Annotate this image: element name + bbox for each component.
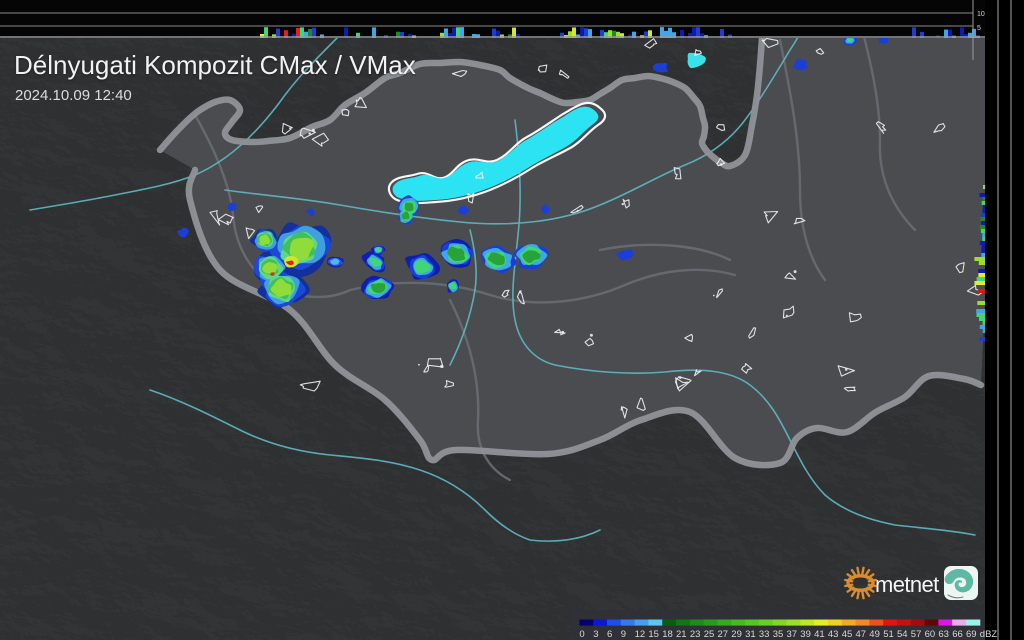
svg-text:66: 66 (952, 629, 963, 640)
svg-text:60: 60 (925, 629, 936, 640)
svg-text:3: 3 (593, 629, 598, 640)
svg-text:69: 69 (966, 629, 977, 640)
svg-text:6: 6 (607, 629, 612, 640)
svg-text:27: 27 (718, 629, 729, 640)
svg-text:37: 37 (787, 629, 798, 640)
svg-text:63: 63 (938, 629, 949, 640)
svg-text:45: 45 (842, 629, 853, 640)
svg-text:49: 49 (869, 629, 880, 640)
svg-text:9: 9 (621, 629, 626, 640)
svg-text:23: 23 (690, 629, 701, 640)
svg-text:25: 25 (704, 629, 715, 640)
svg-text:43: 43 (828, 629, 839, 640)
svg-text:33: 33 (759, 629, 770, 640)
svg-text:29: 29 (731, 629, 742, 640)
svg-text:57: 57 (911, 629, 922, 640)
svg-text:51: 51 (883, 629, 894, 640)
svg-text:47: 47 (856, 629, 867, 640)
svg-text:21: 21 (676, 629, 687, 640)
svg-text:dBZ: dBZ (980, 629, 998, 640)
svg-text:18: 18 (662, 629, 673, 640)
svg-text:15: 15 (648, 629, 659, 640)
svg-text:31: 31 (745, 629, 756, 640)
svg-text:35: 35 (773, 629, 784, 640)
svg-text:0: 0 (579, 629, 584, 640)
svg-text:41: 41 (814, 629, 825, 640)
svg-text:39: 39 (800, 629, 811, 640)
svg-text:12: 12 (635, 629, 646, 640)
svg-text:54: 54 (897, 629, 908, 640)
